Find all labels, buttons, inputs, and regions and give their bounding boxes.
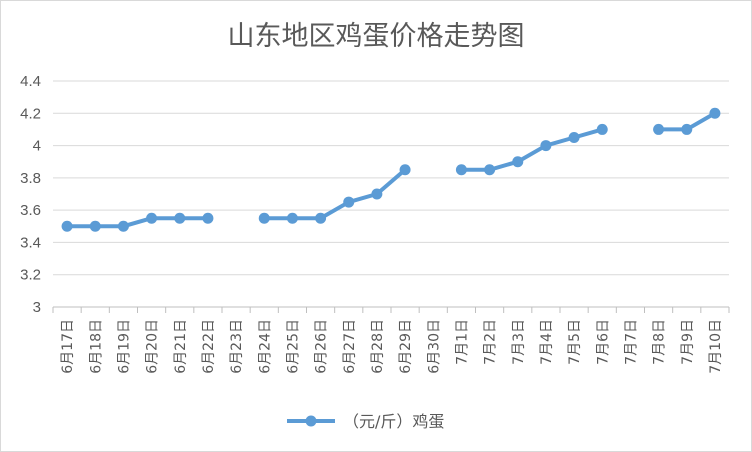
legend: （元/斤）鸡蛋 [287,412,444,431]
data-point [258,212,270,224]
y-tick-label: 4.4 [20,73,41,90]
data-point [540,140,552,152]
x-tick-label: 6月26日 [314,319,330,374]
x-tick-label: 6月19日 [116,319,132,374]
data-point [202,212,214,224]
data-point [371,188,383,200]
series-layer [61,107,721,232]
data-point [512,156,524,168]
data-point [89,220,101,232]
x-tick-label: 6月29日 [398,319,414,374]
data-point [286,212,298,224]
x-tick-label: 6月24日 [257,319,273,374]
series-line [264,168,407,221]
data-point [174,212,186,224]
data-point [568,132,580,143]
y-axis-ticks: 3 3.2 3.4 3.6 3.8 4 4.2 4.4 [20,73,41,316]
x-tick-label: 7月8日 [652,319,668,365]
y-tick-label: 3.8 [20,170,41,187]
y-tick-label: 4.2 [20,105,41,122]
data-point [117,220,129,232]
x-tick-label: 6月20日 [145,319,161,374]
x-tick-label: 7月3日 [511,319,527,365]
data-point [681,123,693,135]
x-tick-label: 7月1日 [454,319,470,365]
data-point [399,164,411,176]
gridlines [53,80,729,308]
x-tick-label: 6月30日 [426,319,442,374]
x-tick-label: 6月25日 [285,319,301,374]
y-tick-label: 3 [33,299,41,316]
x-axis: 6月17日 6月18日 6月19日 6月20日 6月21日 6月22日 6月23日 6月24日… [52,307,730,374]
x-tick-label: 7月5日 [567,319,583,365]
y-tick-label: 3.2 [20,267,41,284]
y-tick-label: 4 [33,138,41,155]
x-tick-label: 6月28日 [370,319,386,374]
x-tick-label: 7月9日 [680,319,696,365]
x-tick-label: 7月2日 [483,319,499,365]
y-tick-label: 3.4 [20,234,41,251]
x-tick-label: 7月7日 [623,319,639,365]
data-point [315,212,327,224]
x-tick-label: 7月10日 [708,319,724,374]
legend-label: （元/斤）鸡蛋 [343,412,444,431]
y-tick-label: 3.6 [20,202,41,219]
data-point [709,107,721,119]
x-tick-label: 6月27日 [342,319,358,374]
data-point [596,123,608,135]
data-point [455,164,467,176]
x-tick-label: 6月22日 [201,319,217,374]
series-line [461,127,603,172]
x-tick-label: 7月4日 [539,319,555,365]
data-point [653,123,665,135]
x-tick-label: 6月18日 [88,319,104,374]
x-tick-label: 7月6日 [595,319,611,365]
legend-marker-swatch [305,415,317,427]
data-point [484,164,496,176]
data-point [343,196,355,208]
chart-title: 山东地区鸡蛋价格走势图 [228,21,525,52]
series-line [67,216,208,229]
x-tick-label: 6月21日 [173,319,189,374]
data-point [61,220,73,232]
x-tick-label: 6月23日 [229,319,245,374]
x-tick-label: 6月17日 [60,319,76,374]
data-point [146,212,158,224]
